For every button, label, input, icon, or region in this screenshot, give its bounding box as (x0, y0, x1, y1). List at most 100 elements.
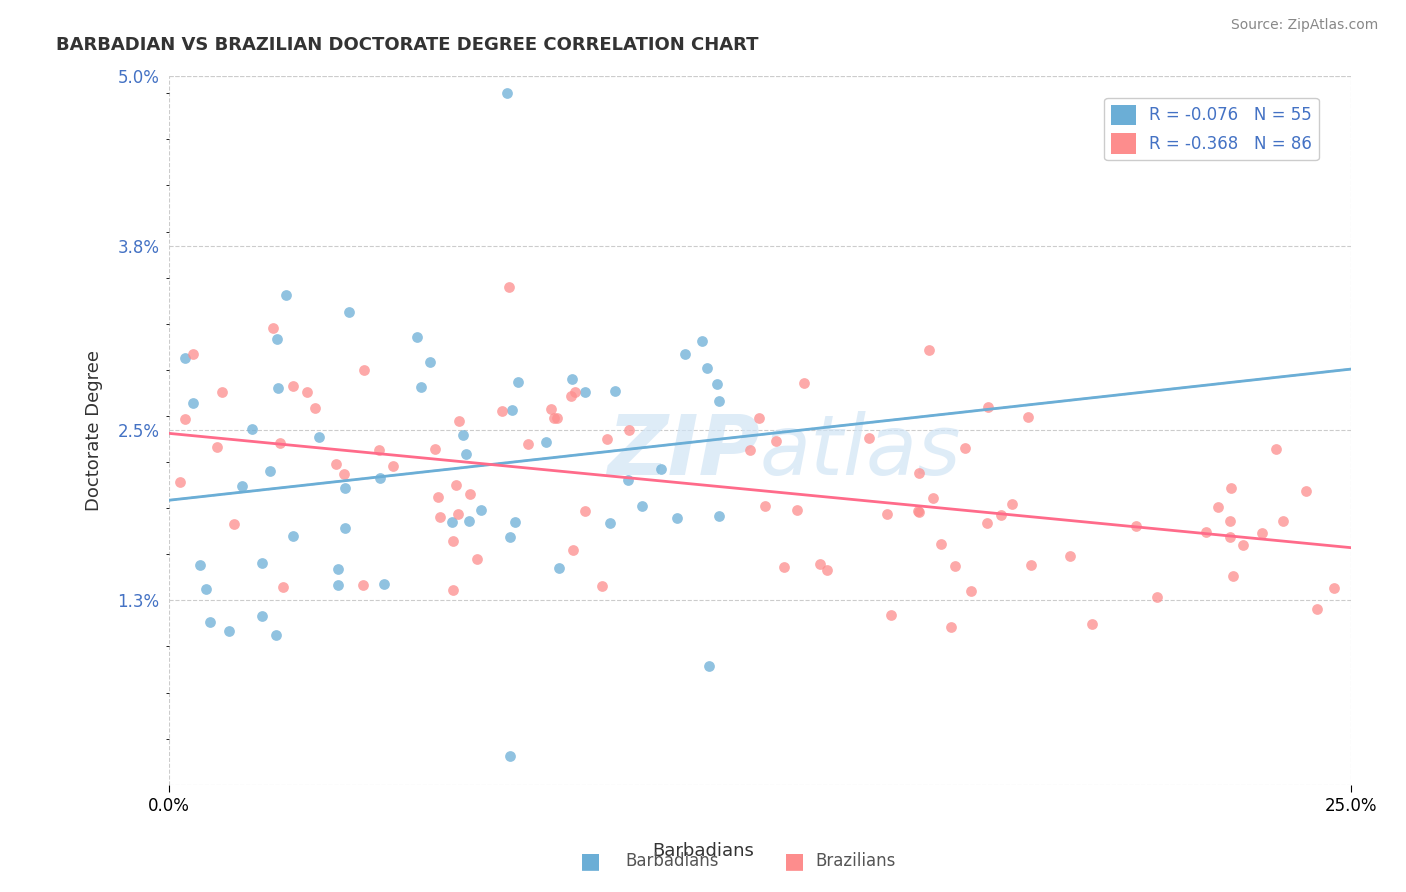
Point (470, 502, 492, 516)
Point (195, 582, 218, 596)
Point (650, 461, 672, 475)
Point (231, 479, 253, 493)
Point (1059, 549, 1081, 564)
Point (498, 279, 520, 293)
Point (181, 346, 204, 360)
Point (977, 400, 1000, 414)
Point (765, 434, 787, 448)
Point (352, 578, 374, 592)
Point (443, 534, 465, 549)
Point (174, 351, 197, 365)
Text: Brazilians: Brazilians (815, 852, 896, 870)
Point (425, 442, 447, 457)
Point (1206, 500, 1229, 514)
Point (333, 467, 356, 482)
Point (326, 562, 349, 576)
Point (939, 620, 962, 634)
Point (540, 402, 562, 417)
Point (240, 422, 263, 436)
Point (218, 624, 240, 639)
Point (200, 615, 222, 629)
Point (574, 385, 596, 400)
Point (1265, 442, 1288, 456)
Point (419, 354, 441, 368)
Point (368, 443, 391, 458)
Point (250, 609, 273, 624)
Point (709, 394, 731, 409)
Point (274, 288, 297, 302)
Point (368, 471, 391, 485)
Point (304, 401, 326, 415)
Point (605, 384, 627, 399)
Point (690, 334, 713, 349)
Point (273, 580, 295, 594)
Point (1232, 538, 1254, 552)
Point (283, 379, 305, 393)
Point (283, 529, 305, 543)
Point (631, 500, 654, 514)
Point (501, 403, 523, 417)
Point (333, 481, 356, 495)
Point (808, 557, 831, 571)
Point (1222, 569, 1244, 583)
Point (673, 346, 696, 360)
Point (188, 558, 211, 572)
Point (546, 410, 568, 425)
Point (181, 396, 204, 410)
Point (337, 305, 360, 319)
Point (297, 384, 319, 399)
Point (922, 491, 945, 505)
Point (815, 563, 838, 577)
Point (1219, 531, 1241, 545)
Point (411, 380, 433, 394)
Point (499, 749, 522, 764)
Point (943, 558, 966, 573)
Point (754, 500, 776, 514)
Point (666, 510, 689, 524)
Point (458, 514, 481, 528)
Point (447, 507, 470, 521)
Point (706, 377, 728, 392)
Point (1195, 524, 1218, 539)
Point (250, 556, 273, 570)
Text: ZIP: ZIP (607, 411, 759, 491)
Point (169, 475, 191, 489)
Point (269, 436, 291, 450)
Point (224, 516, 246, 531)
Point (1080, 617, 1102, 632)
Point (561, 542, 583, 557)
Point (326, 578, 349, 592)
Point (907, 504, 929, 518)
Point (1001, 497, 1024, 511)
Point (1146, 591, 1168, 605)
Point (264, 628, 287, 642)
Point (547, 561, 569, 575)
Point (1220, 481, 1243, 495)
Point (748, 410, 770, 425)
Point (1017, 410, 1039, 425)
Point (697, 659, 720, 673)
Point (1306, 602, 1329, 616)
Text: Source: ZipAtlas.com: Source: ZipAtlas.com (1230, 18, 1378, 32)
Point (773, 560, 796, 574)
Point (617, 473, 640, 487)
Point (858, 431, 880, 445)
Point (262, 321, 284, 335)
Point (929, 537, 952, 551)
Point (591, 579, 613, 593)
Point (353, 363, 375, 377)
Point (1125, 519, 1147, 533)
Text: Barbadians: Barbadians (652, 842, 754, 860)
Legend: R = -0.076   N = 55, R = -0.368   N = 86: R = -0.076 N = 55, R = -0.368 N = 86 (1104, 98, 1319, 161)
Point (491, 403, 513, 417)
Point (1323, 581, 1346, 595)
Text: atlas: atlas (759, 411, 962, 491)
Point (1219, 514, 1241, 528)
Point (173, 412, 195, 426)
Point (793, 376, 815, 390)
Point (536, 435, 558, 450)
Point (405, 330, 427, 344)
Point (333, 521, 356, 535)
Point (960, 583, 983, 598)
Point (451, 428, 474, 442)
